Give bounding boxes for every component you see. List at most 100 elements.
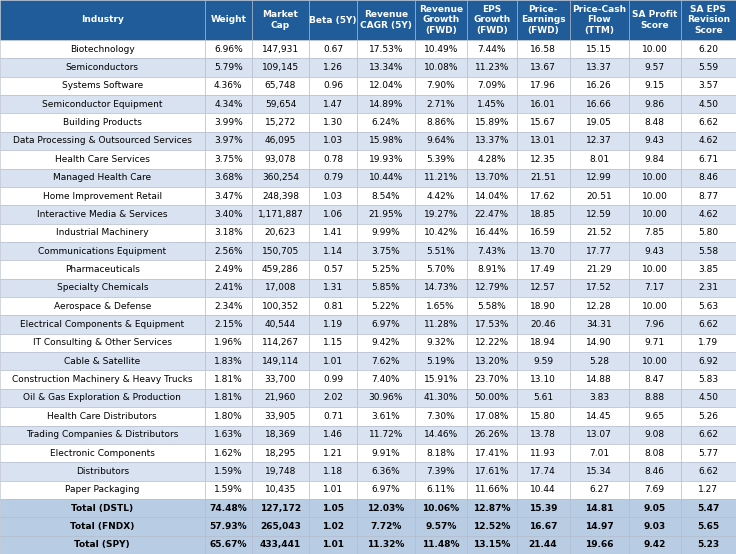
Bar [414, 95, 467, 114]
Text: Oil & Gas Exploration & Production: Oil & Gas Exploration & Production [24, 393, 181, 402]
Bar [205, 444, 252, 462]
Text: 1.59%: 1.59% [214, 485, 243, 494]
Text: 1.47: 1.47 [323, 100, 343, 109]
Bar [357, 371, 414, 389]
Text: 34.31: 34.31 [586, 320, 612, 329]
Bar [205, 279, 252, 297]
Bar [414, 444, 467, 462]
Text: 5.39%: 5.39% [426, 155, 455, 164]
Text: Aerospace & Defense: Aerospace & Defense [54, 302, 151, 311]
Text: 3.68%: 3.68% [214, 173, 243, 182]
Text: 5.28: 5.28 [589, 357, 609, 366]
Text: 12.22%: 12.22% [475, 338, 509, 347]
Text: 5.70%: 5.70% [426, 265, 455, 274]
Text: 17.52: 17.52 [586, 283, 612, 293]
Text: 11.93: 11.93 [530, 449, 556, 458]
Bar [517, 150, 570, 168]
Bar [629, 95, 681, 114]
Text: 18,295: 18,295 [265, 449, 296, 458]
Bar [205, 334, 252, 352]
Bar [252, 480, 309, 499]
Text: 17.08%: 17.08% [475, 412, 509, 421]
Text: 2.41%: 2.41% [214, 283, 243, 293]
Bar [205, 499, 252, 517]
Text: 360,254: 360,254 [262, 173, 299, 182]
Text: 1.41: 1.41 [323, 228, 343, 237]
Bar [414, 58, 467, 76]
Bar [629, 242, 681, 260]
Text: 13.37: 13.37 [586, 63, 612, 72]
Text: 7.09%: 7.09% [478, 81, 506, 90]
Bar [517, 315, 570, 334]
Text: Pharmaceuticals: Pharmaceuticals [65, 265, 140, 274]
Bar [205, 517, 252, 536]
Text: 1.81%: 1.81% [214, 393, 243, 402]
Bar [570, 242, 629, 260]
Text: 17.62: 17.62 [530, 192, 556, 201]
Bar [681, 224, 736, 242]
Text: 4.50: 4.50 [698, 100, 718, 109]
Bar [414, 168, 467, 187]
Bar [681, 334, 736, 352]
Bar [357, 297, 414, 315]
Text: Market
Cap: Market Cap [263, 11, 298, 30]
Text: 9.42%: 9.42% [372, 338, 400, 347]
Bar [517, 480, 570, 499]
Text: 17.96: 17.96 [530, 81, 556, 90]
Bar [681, 76, 736, 95]
Bar [629, 0, 681, 40]
Text: 6.97%: 6.97% [372, 320, 400, 329]
Bar [252, 114, 309, 132]
Text: 6.97%: 6.97% [372, 485, 400, 494]
Text: 1.05: 1.05 [322, 504, 344, 512]
Bar [252, 425, 309, 444]
Text: 11.48%: 11.48% [422, 540, 459, 550]
Bar [467, 205, 517, 224]
Text: 1.83%: 1.83% [214, 357, 243, 366]
Bar [570, 499, 629, 517]
Bar [357, 150, 414, 168]
Text: Industrial Machinery: Industrial Machinery [56, 228, 149, 237]
Text: 6.62: 6.62 [698, 118, 718, 127]
Text: IT Consulting & Other Services: IT Consulting & Other Services [33, 338, 171, 347]
Bar [252, 444, 309, 462]
Text: 1,171,887: 1,171,887 [258, 210, 303, 219]
Bar [357, 76, 414, 95]
Bar [205, 132, 252, 150]
Text: 1.19: 1.19 [323, 320, 343, 329]
Bar [570, 536, 629, 554]
Text: 248,398: 248,398 [262, 192, 299, 201]
Bar [252, 462, 309, 480]
Text: Biotechnology: Biotechnology [70, 45, 135, 54]
Bar [467, 371, 517, 389]
Text: 59,654: 59,654 [265, 100, 296, 109]
Bar [467, 425, 517, 444]
Bar [570, 334, 629, 352]
Text: 13.34%: 13.34% [369, 63, 403, 72]
Text: 2.34%: 2.34% [214, 302, 243, 311]
Text: Total (FNDX): Total (FNDX) [70, 522, 135, 531]
Bar [414, 260, 467, 279]
Bar [414, 352, 467, 371]
Bar [467, 352, 517, 371]
Text: 2.71%: 2.71% [426, 100, 455, 109]
Bar [205, 58, 252, 76]
Text: 100,352: 100,352 [262, 302, 299, 311]
Text: 6.11%: 6.11% [426, 485, 455, 494]
Bar [309, 297, 357, 315]
Text: 1.80%: 1.80% [214, 412, 243, 421]
Bar [467, 536, 517, 554]
Text: 1.02: 1.02 [322, 522, 344, 531]
Bar [467, 315, 517, 334]
Text: 147,931: 147,931 [262, 45, 299, 54]
Bar [357, 315, 414, 334]
Bar [0, 224, 205, 242]
Text: 0.79: 0.79 [323, 173, 343, 182]
Text: 13.67: 13.67 [530, 63, 556, 72]
Text: 1.31: 1.31 [323, 283, 343, 293]
Text: Home Improvement Retail: Home Improvement Retail [43, 192, 162, 201]
Bar [205, 352, 252, 371]
Bar [570, 462, 629, 480]
Text: 114,267: 114,267 [262, 338, 299, 347]
Text: 10.44: 10.44 [530, 485, 556, 494]
